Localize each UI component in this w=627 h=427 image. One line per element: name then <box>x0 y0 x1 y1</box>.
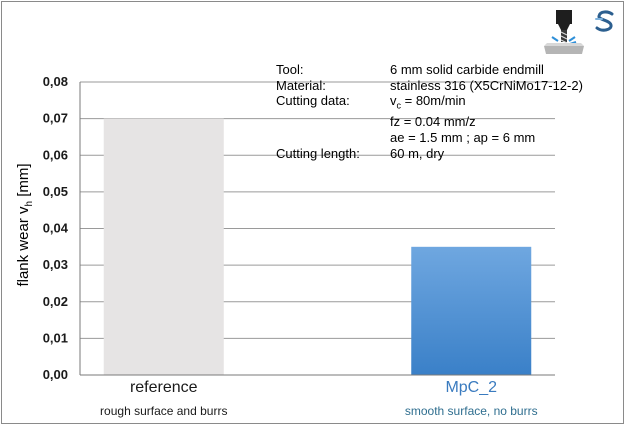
info-value: 60 m, dry <box>390 145 445 161</box>
info-row: ae = 1.5 mm ; ap = 6 mm <box>276 130 583 146</box>
info-value: stainless 316 (X5CrNiMo17-12-2) <box>390 77 583 93</box>
y-tick-label: 0,00 <box>43 367 68 382</box>
test-conditions: Tool: 6 mm solid carbide endmill Materia… <box>276 62 583 161</box>
info-key: Cutting length: <box>276 145 360 161</box>
info-key <box>276 114 390 130</box>
bars <box>103 118 532 375</box>
info-key: Cutting data: <box>276 93 350 109</box>
category-note: smooth surface, no burrs <box>405 404 538 418</box>
info-row: Cutting data: vc = 80m/min <box>276 93 583 114</box>
y-tick-label: 0,06 <box>43 147 68 162</box>
y-tick-label: 0,03 <box>43 257 68 272</box>
y-tick-label: 0,07 <box>43 111 68 126</box>
info-row: Tool: 6 mm solid carbide endmill <box>276 62 583 78</box>
y-tick-label: 0,08 <box>43 74 68 89</box>
category-note: rough surface and burrs <box>100 404 227 418</box>
y-tick-labels: 0,00 0,01 0,02 0,03 0,04 0,05 0,06 0,07 0,08 <box>43 74 69 382</box>
info-row: fz = 0.04 mm/z <box>276 114 583 130</box>
category-labels: reference rough surface and burrs MpC_2smo… <box>100 379 538 418</box>
milling-tool-icon <box>544 10 584 54</box>
info-value: ae = 1.5 mm ; ap = 6 mm <box>390 129 536 145</box>
y-tick-label: 0,05 <box>43 184 68 199</box>
y-tick-label: 0,04 <box>43 221 69 236</box>
category-label: MpC_2 <box>445 379 497 396</box>
bar-mpc-2 <box>411 246 532 375</box>
info-key: Tool: <box>276 62 304 77</box>
info-value: 6 mm solid carbide endmill <box>390 62 544 77</box>
y-axis-label: flank wear vh [mm] <box>15 163 35 286</box>
info-key <box>276 130 390 146</box>
y-tick-label: 0,01 <box>43 330 68 345</box>
info-key: Material: <box>276 77 326 93</box>
company-logo-icon <box>595 10 614 32</box>
info-value: vc = 80m/min <box>390 93 466 111</box>
info-value: fz = 0.04 mm/z <box>390 114 476 130</box>
bar-reference <box>103 118 224 375</box>
y-tick-label: 0,02 <box>43 294 68 309</box>
category-label: reference <box>130 379 198 396</box>
info-row: Cutting length: 60 m, dry <box>276 146 583 162</box>
axis <box>79 82 555 376</box>
info-row: Material: stainless 316 (X5CrNiMo17-12-2… <box>276 78 583 94</box>
